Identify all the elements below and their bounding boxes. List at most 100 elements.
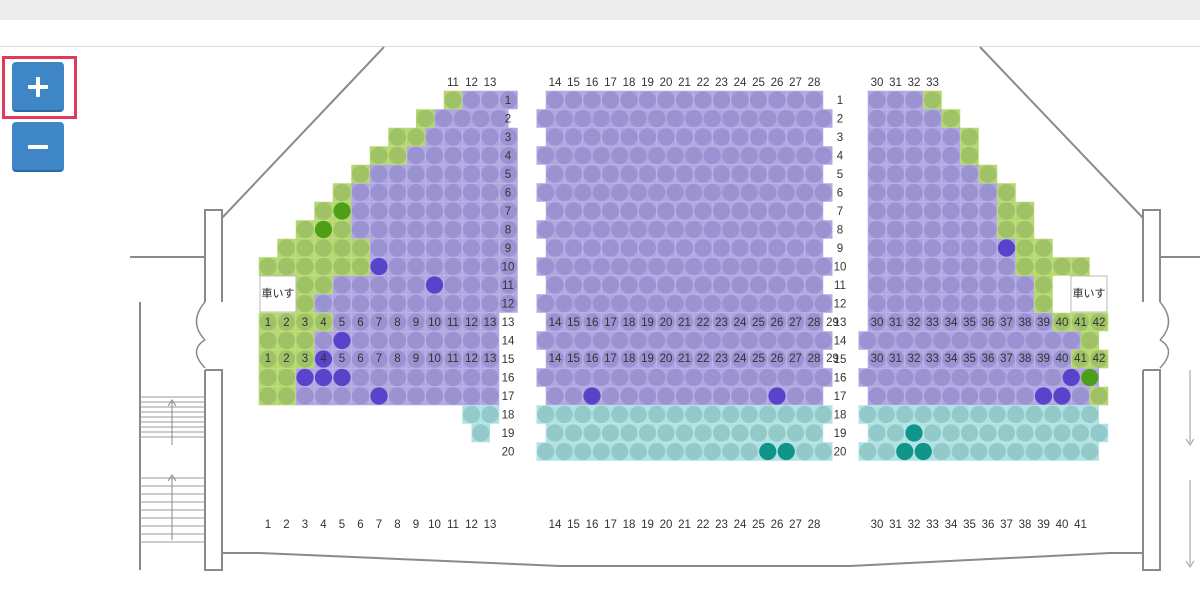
seat[interactable]: [407, 183, 425, 202]
seat[interactable]: [333, 294, 351, 313]
seat[interactable]: [886, 350, 905, 368]
seat[interactable]: [425, 350, 444, 368]
seat[interactable]: [905, 313, 923, 331]
seat[interactable]: [1081, 368, 1099, 387]
seat[interactable]: [923, 350, 942, 368]
seat[interactable]: [979, 276, 997, 294]
seat[interactable]: [388, 202, 407, 220]
seat[interactable]: [481, 165, 499, 183]
seat[interactable]: [1090, 424, 1108, 442]
seat[interactable]: [805, 202, 823, 220]
seat[interactable]: [444, 146, 462, 165]
seat[interactable]: [351, 350, 370, 368]
seat[interactable]: [942, 294, 960, 313]
seat[interactable]: [583, 165, 601, 183]
seat[interactable]: [951, 331, 969, 350]
seat[interactable]: [583, 239, 601, 257]
seat[interactable]: [759, 331, 777, 350]
zoom-in-button[interactable]: [12, 62, 64, 112]
seat[interactable]: [942, 183, 960, 202]
seat[interactable]: [796, 331, 814, 350]
seat[interactable]: [444, 294, 462, 313]
seat[interactable]: [988, 442, 1006, 461]
seat[interactable]: [629, 331, 647, 350]
seat[interactable]: [537, 294, 555, 313]
seat[interactable]: [712, 424, 731, 442]
seat[interactable]: [905, 276, 923, 294]
seat[interactable]: [1071, 313, 1090, 331]
seat[interactable]: [685, 183, 703, 202]
seat[interactable]: [407, 350, 425, 368]
seat[interactable]: [951, 405, 969, 424]
seat[interactable]: [564, 276, 583, 294]
seat[interactable]: [601, 202, 620, 220]
seat[interactable]: [601, 239, 620, 257]
seat[interactable]: [388, 331, 407, 350]
seat[interactable]: [905, 202, 923, 220]
seat[interactable]: [960, 387, 979, 405]
seat[interactable]: [740, 405, 758, 424]
seat[interactable]: [1053, 257, 1071, 276]
seat[interactable]: [814, 368, 832, 387]
seat[interactable]: [1034, 350, 1053, 368]
seat[interactable]: [685, 220, 703, 239]
seat[interactable]: [722, 220, 740, 239]
seat[interactable]: [564, 165, 583, 183]
seat[interactable]: [462, 202, 481, 220]
seat[interactable]: [923, 128, 942, 146]
seat[interactable]: [997, 350, 1016, 368]
seat[interactable]: [786, 313, 805, 331]
seat[interactable]: [1016, 276, 1034, 294]
seat[interactable]: [768, 276, 786, 294]
seat[interactable]: [805, 239, 823, 257]
seat[interactable]: [564, 387, 583, 405]
seat[interactable]: [564, 128, 583, 146]
seat[interactable]: [796, 146, 814, 165]
seat[interactable]: [601, 424, 620, 442]
seat[interactable]: [555, 405, 573, 424]
seat[interactable]: [979, 165, 997, 183]
seat[interactable]: [666, 294, 684, 313]
seat[interactable]: [629, 109, 647, 128]
seat[interactable]: [314, 257, 333, 276]
seat[interactable]: [546, 165, 564, 183]
seat[interactable]: [712, 350, 731, 368]
seat[interactable]: [499, 146, 518, 165]
seat[interactable]: [1025, 442, 1043, 461]
seat[interactable]: [979, 424, 997, 442]
seat[interactable]: [868, 183, 886, 202]
seat[interactable]: [388, 257, 407, 276]
seat[interactable]: [592, 109, 610, 128]
seat[interactable]: [868, 276, 886, 294]
seat[interactable]: [914, 442, 932, 461]
seat[interactable]: [960, 220, 979, 239]
seat[interactable]: [638, 350, 657, 368]
seat[interactable]: [740, 220, 758, 239]
seat[interactable]: [933, 405, 951, 424]
seat[interactable]: [555, 442, 573, 461]
seat[interactable]: [425, 368, 444, 387]
seat[interactable]: [1071, 424, 1090, 442]
seat[interactable]: [407, 294, 425, 313]
seat[interactable]: [786, 91, 805, 109]
seat[interactable]: [979, 350, 997, 368]
seat[interactable]: [868, 257, 886, 276]
seat[interactable]: [886, 239, 905, 257]
seat[interactable]: [444, 91, 462, 109]
seat[interactable]: [314, 294, 333, 313]
seat[interactable]: [942, 313, 960, 331]
seat[interactable]: [951, 368, 969, 387]
seat[interactable]: [777, 442, 795, 461]
seat[interactable]: [314, 313, 333, 331]
seat[interactable]: [611, 146, 629, 165]
seat[interactable]: [997, 313, 1016, 331]
seat[interactable]: [1062, 368, 1080, 387]
seat[interactable]: [499, 91, 518, 109]
seat[interactable]: [425, 331, 444, 350]
seat[interactable]: [638, 276, 657, 294]
seat[interactable]: [960, 202, 979, 220]
seat[interactable]: [886, 257, 905, 276]
seat[interactable]: [638, 165, 657, 183]
seat[interactable]: [886, 294, 905, 313]
seat[interactable]: [481, 146, 499, 165]
